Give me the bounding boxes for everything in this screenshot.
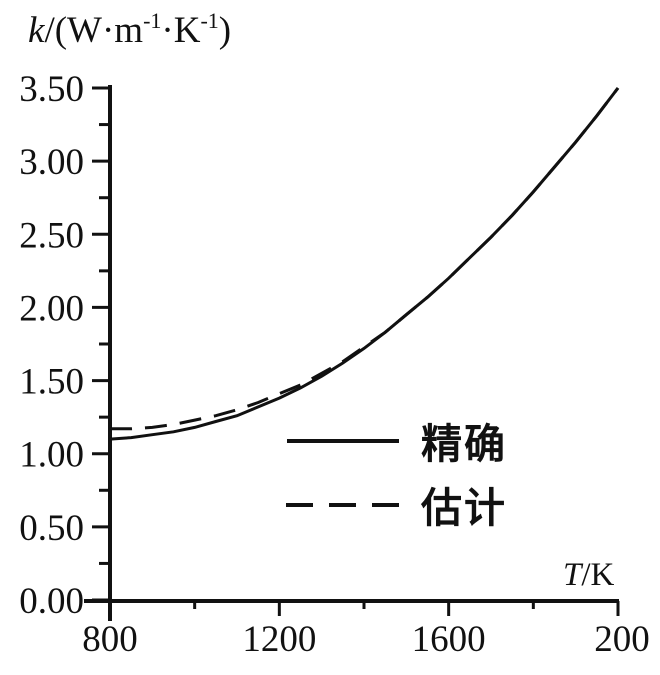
x-tick-label: 200 [594,619,650,660]
t-symbol: T [563,557,584,593]
y-tick-label: 0.50 [19,508,84,549]
y-tick-label: 2.50 [19,215,84,256]
k-symbol: k [28,10,45,51]
y-axis-title: k/(W·m-1·K-1) [28,8,231,51]
legend-label-estimate: 估计 [420,484,507,532]
series-estimate-curve [110,87,620,431]
legend-label-exact: 精确 [421,420,507,468]
y-tick-label: 3.00 [19,142,84,183]
x-tick-label: 1600 [412,619,486,660]
y-tick-label: 3.50 [19,69,84,110]
x-axis-ticks [108,601,620,616]
x-tick-label: 800 [82,619,138,660]
y-tick-label: 2.00 [19,288,84,329]
x-axis-title: T/K [563,557,615,593]
y-axis-tick-labels: 3.50 3.00 2.50 2.00 1.50 1.00 0.50 0.00 [19,69,84,622]
x-axis-tick-labels: 800 1200 1600 200 [82,619,650,660]
y-tick-label: 1.50 [19,362,84,403]
series-exact-curve [109,87,620,441]
y-axis-ticks [92,86,110,602]
y-tick-label: 1.00 [19,435,84,476]
legend: 精确 估计 [286,420,507,532]
y-tick-label: 0.00 [19,581,84,622]
x-tick-label: 1200 [242,619,316,660]
